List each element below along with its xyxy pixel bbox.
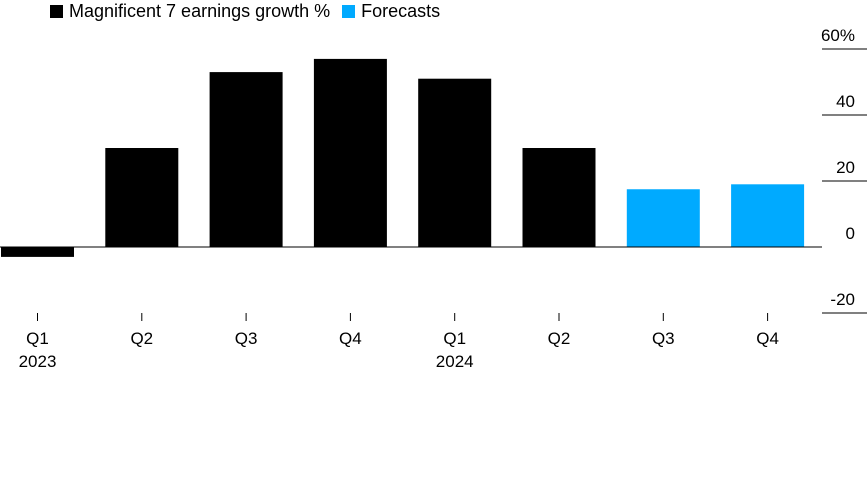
y-tick-label: -20 [830,290,855,309]
bar [313,58,387,248]
bar [731,184,805,247]
bar [522,148,596,247]
x-year-label: 2023 [19,352,57,371]
bar [105,148,179,247]
y-tick-label: 0 [846,224,855,243]
legend-item-forecast: Forecasts [342,1,440,22]
x-tick-label: Q2 [548,329,571,348]
y-tick-label: 40 [836,92,855,111]
x-tick-label: Q1 [26,329,49,348]
legend-item-actual: Magnificent 7 earnings growth % [50,1,330,22]
legend-label-actual: Magnificent 7 earnings growth % [69,0,331,21]
legend-label-forecast: Forecasts [361,0,441,21]
x-tick-label: Q2 [130,329,153,348]
legend-swatch-actual [50,4,63,18]
x-tick-label: Q3 [652,329,675,348]
legend: Magnificent 7 earnings growth % Forecast… [50,0,440,22]
x-year-label: 2024 [436,352,474,371]
legend-swatch-forecast [342,4,356,18]
y-tick-label: 60% [821,26,855,45]
bar [418,78,492,247]
bar [209,72,283,247]
bar [626,189,700,247]
x-tick-label: Q1 [443,329,466,348]
x-tick-label: Q3 [235,329,258,348]
y-tick-label: 20 [836,158,855,177]
bar [1,247,74,257]
x-tick-label: Q4 [339,329,362,348]
x-tick-label: Q4 [756,329,779,348]
